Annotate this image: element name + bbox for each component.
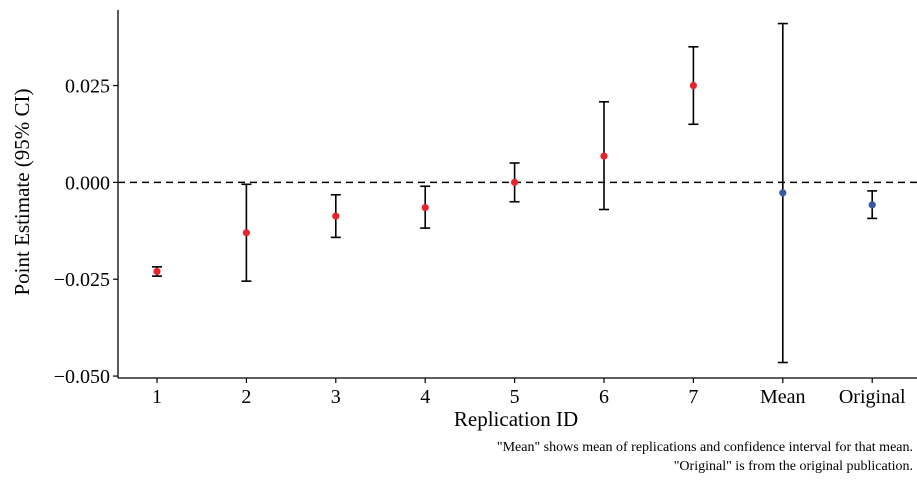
marks-layer xyxy=(118,22,917,364)
y-tick-label: 0.025 xyxy=(65,76,110,98)
error-bar-group xyxy=(152,266,162,277)
x-tick-label: Mean xyxy=(760,386,806,408)
x-tick-label: 4 xyxy=(420,386,430,408)
error-bar-group xyxy=(509,162,520,203)
x-axis-title: Replication ID xyxy=(454,407,578,431)
point-estimate-marker xyxy=(689,81,698,90)
y-axis-title: Point Estimate (95% CI) xyxy=(10,88,34,295)
x-tick-label: 2 xyxy=(241,386,251,408)
y-tick-label: −0.025 xyxy=(54,269,110,291)
x-tick-label: 6 xyxy=(599,386,609,408)
error-bar-group xyxy=(777,22,788,364)
caption-mean-note: "Mean" shows mean of replications and co… xyxy=(496,440,913,455)
point-estimate-marker xyxy=(242,229,250,237)
y-tick-label: 0.000 xyxy=(65,172,110,194)
error-bar-group xyxy=(599,101,609,211)
error-bar-group xyxy=(420,185,431,229)
y-tick-label: −0.050 xyxy=(54,366,110,388)
x-tick-label: 1 xyxy=(152,386,162,408)
x-tick-label: 3 xyxy=(331,386,341,408)
x-tick-label: Original xyxy=(839,386,906,408)
point-estimate-marker xyxy=(600,152,608,160)
x-tick-label: 5 xyxy=(510,386,520,408)
point-estimate-marker xyxy=(868,201,876,209)
point-estimate-marker xyxy=(153,267,161,276)
point-estimate-marker xyxy=(332,212,340,220)
error-bar-group xyxy=(241,183,252,282)
point-estimate-marker xyxy=(510,178,519,186)
point-estimate-marker xyxy=(421,203,429,212)
x-tick-label: 7 xyxy=(688,386,698,408)
error-bar-group xyxy=(867,190,878,220)
error-bar-group xyxy=(688,45,699,126)
point-estimate-marker xyxy=(779,189,787,197)
caption-original-note: "Original" is from the original publicat… xyxy=(673,459,913,474)
error-bar-group xyxy=(330,193,341,239)
axes-layer: −0.050 −0.025 0.000 0.025 1 2 3 4 5 6 7 Mean Origina… xyxy=(54,10,917,408)
